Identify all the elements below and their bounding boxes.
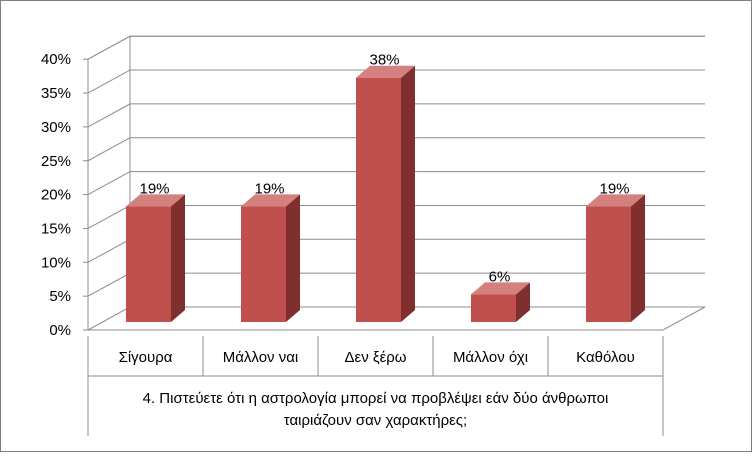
bar-side-face — [401, 65, 415, 323]
bar-top-face — [586, 194, 645, 207]
data-label: 38% — [369, 52, 399, 69]
bar-side-face — [516, 282, 530, 322]
bar-front-face — [586, 206, 631, 322]
y-tick-label: 10% — [41, 254, 71, 271]
y-axis-ticks: 0% 5% 10% 15% 20% 25% 30% 35% 40% — [41, 51, 88, 339]
bar-front-face — [241, 206, 286, 322]
y-tick-label: 35% — [41, 85, 71, 102]
y-tick-label: 15% — [41, 220, 71, 237]
y-tick-label: 30% — [41, 119, 71, 136]
bar-side-face — [286, 194, 300, 322]
bar-5 — [586, 194, 645, 322]
category-label: Σίγουρα — [119, 349, 173, 366]
gridline — [87, 171, 705, 196]
data-label: 19% — [254, 180, 284, 197]
gridline — [87, 137, 705, 162]
gridline — [87, 35, 705, 60]
bar-top-face — [241, 194, 300, 207]
bar-2 — [241, 194, 300, 322]
bar-1 — [126, 194, 185, 322]
y-tick-label: 20% — [41, 187, 71, 204]
data-label: 19% — [599, 180, 629, 197]
category-label: Καθόλου — [576, 349, 635, 366]
gridline — [87, 103, 705, 128]
bar-front-face — [356, 77, 401, 323]
category-group-label: 4. Πιστεύετε ότι η αστρολογία μπορεί να … — [143, 390, 609, 429]
y-tick-label: 5% — [49, 288, 71, 305]
category-label: Μάλλον ναι — [223, 349, 298, 366]
y-tick-label: 0% — [49, 322, 71, 339]
data-label: 6% — [489, 268, 511, 285]
bar-front-face — [126, 206, 171, 322]
y-tick-label: 40% — [41, 51, 71, 68]
data-label: 19% — [139, 180, 169, 197]
gridline — [87, 69, 705, 94]
y-tick-label: 25% — [41, 153, 71, 170]
category-label: Μάλλον όχι — [453, 349, 528, 366]
data-labels: 19% 19% 38% 6% 19% — [139, 52, 629, 286]
floor-outline — [87, 306, 706, 331]
bar-3 — [356, 65, 415, 323]
category-label: Δεν ξέρω — [344, 349, 406, 366]
bar-top-face — [356, 65, 415, 78]
bar-side-face — [631, 194, 645, 322]
bar-4 — [471, 282, 530, 322]
bars — [126, 65, 645, 323]
bar-side-face — [171, 194, 185, 322]
category-table: Σίγουρα Μάλλον ναι Δεν ξέρω Μάλλον όχι Καθόλ… — [87, 336, 664, 436]
bar-front-face — [471, 294, 516, 322]
bar-top-face — [471, 282, 530, 295]
bar-top-face — [126, 194, 185, 207]
